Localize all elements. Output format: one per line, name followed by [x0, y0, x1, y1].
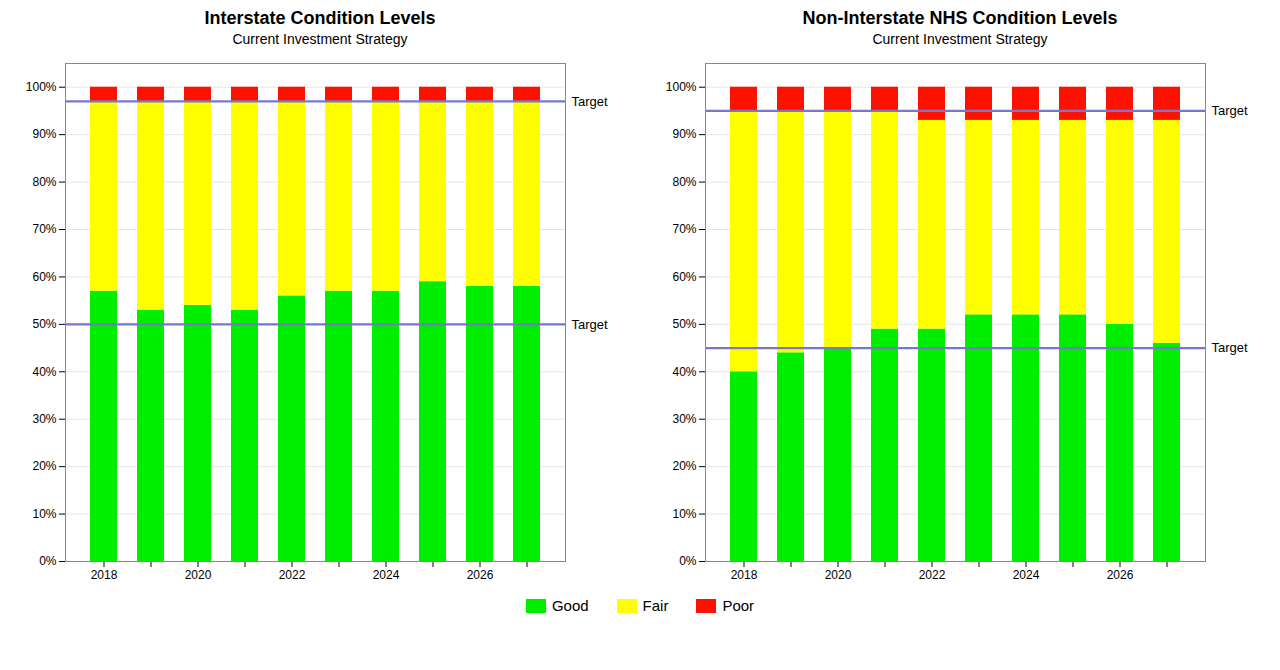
html-text:Current Investment Strategy: Current Investment Strategy [232, 31, 408, 47]
svg-text:60%: 60% [672, 270, 696, 284]
svg-text:2018: 2018 [91, 568, 118, 582]
svg-text:10%: 10% [672, 507, 696, 521]
svg-text:70%: 70% [32, 222, 56, 236]
svg-text:2024: 2024 [373, 568, 400, 582]
svg-text:90%: 90% [32, 127, 56, 141]
svg-text:Target: Target [1212, 103, 1249, 118]
svg-text:30%: 30% [32, 412, 56, 426]
html-text:Interstate Condition Levels: Interstate Condition Levels [204, 8, 436, 28]
svg-text:40%: 40% [32, 365, 56, 379]
svg-text:40%: 40% [672, 365, 696, 379]
svg-text:30%: 30% [672, 412, 696, 426]
svg-text:Target: Target [572, 94, 609, 109]
svg-text:100%: 100% [666, 80, 697, 94]
svg-text:80%: 80% [32, 175, 56, 189]
svg-text:0%: 0% [679, 554, 697, 568]
svg-text:90%: 90% [672, 127, 696, 141]
svg-text:20%: 20% [672, 459, 696, 473]
html-text:Non-Interstate NHS Condition L: Non-Interstate NHS Condition Levels [802, 8, 1118, 28]
svg-text:20%: 20% [32, 459, 56, 473]
html-text:Good: Good [551, 597, 589, 614]
svg-text:2026: 2026 [1107, 568, 1134, 582]
svg-text:100%: 100% [26, 80, 57, 94]
svg-text:Target: Target [1212, 340, 1249, 355]
svg-text:2020: 2020 [185, 568, 212, 582]
svg-text:2018: 2018 [731, 568, 758, 582]
svg-text:2022: 2022 [919, 568, 946, 582]
svg-text:2020: 2020 [825, 568, 852, 582]
svg-text:80%: 80% [672, 175, 696, 189]
html-text:Fair: Fair [642, 597, 669, 614]
svg-text:50%: 50% [672, 317, 696, 331]
svg-text:2022: 2022 [279, 568, 306, 582]
svg-text:2026: 2026 [467, 568, 494, 582]
svg-text:0%: 0% [39, 554, 57, 568]
svg-text:70%: 70% [672, 222, 696, 236]
svg-text:Target: Target [572, 317, 609, 332]
html-text:Poor: Poor [722, 597, 755, 614]
svg-text:2024: 2024 [1013, 568, 1040, 582]
svg-text:60%: 60% [32, 270, 56, 284]
svg-text:10%: 10% [32, 507, 56, 521]
svg-text:50%: 50% [32, 317, 56, 331]
html-text:Current Investment Strategy: Current Investment Strategy [872, 31, 1048, 47]
